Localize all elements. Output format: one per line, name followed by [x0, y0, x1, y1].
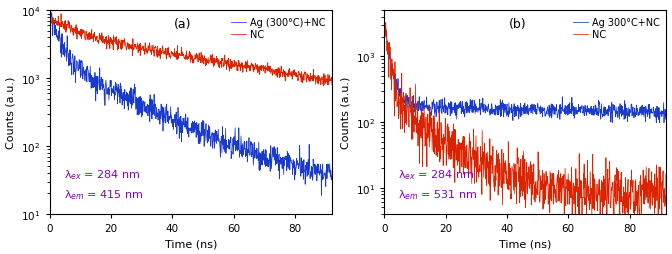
Ag 300°C+NC: [571, 114, 579, 117]
Ag 300°C+NC: [380, 20, 388, 23]
NC: [428, 117, 436, 120]
NC: [509, 169, 517, 172]
Ag 300°C+NC: [488, 105, 496, 108]
Ag (300°C)+NC: [154, 112, 162, 115]
Ag 300°C+NC: [428, 111, 436, 114]
NC: [328, 84, 336, 87]
Ag 300°C+NC: [480, 103, 488, 106]
NC: [146, 46, 154, 49]
Text: λ$_{em}$ = 415 nm: λ$_{em}$ = 415 nm: [64, 188, 143, 201]
NC: [174, 58, 182, 61]
Text: λ$_{ex}$ = 284 nm: λ$_{ex}$ = 284 nm: [64, 167, 140, 181]
NC: [380, 15, 388, 18]
NC: [488, 172, 496, 175]
Line: Ag (300°C)+NC: Ag (300°C)+NC: [50, 1, 332, 196]
Ag (300°C)+NC: [146, 121, 154, 124]
NC: [480, 152, 488, 155]
Text: (b): (b): [509, 18, 526, 30]
NC: [46, 19, 54, 22]
Legend: Ag 300°C+NC, NC: Ag 300°C+NC, NC: [571, 16, 661, 42]
NC: [57, 13, 65, 16]
Ag (300°C)+NC: [317, 194, 325, 197]
Text: λ$_{em}$ = 531 nm: λ$_{em}$ = 531 nm: [398, 188, 478, 201]
NC: [154, 57, 162, 60]
Text: λ$_{ex}$ = 284 nm: λ$_{ex}$ = 284 nm: [398, 167, 475, 181]
Ag 300°C+NC: [509, 109, 517, 113]
X-axis label: Time (ns): Time (ns): [499, 239, 552, 248]
Line: NC: NC: [50, 15, 332, 87]
Ag 300°C+NC: [653, 122, 661, 125]
Ag (300°C)+NC: [174, 125, 182, 128]
Line: NC: NC: [384, 17, 667, 238]
Ag (300°C)+NC: [237, 144, 245, 147]
NC: [237, 63, 245, 66]
Ag 300°C+NC: [585, 107, 593, 110]
NC: [571, 186, 579, 189]
NC: [663, 203, 671, 206]
NC: [93, 40, 101, 43]
NC: [585, 199, 593, 202]
NC: [251, 66, 259, 69]
X-axis label: Time (ns): Time (ns): [165, 239, 217, 248]
NC: [320, 85, 328, 88]
Line: Ag 300°C+NC: Ag 300°C+NC: [384, 21, 667, 123]
Ag (300°C)+NC: [328, 174, 336, 178]
NC: [616, 236, 624, 239]
Ag (300°C)+NC: [93, 76, 101, 80]
Ag (300°C)+NC: [46, 0, 54, 2]
Legend: Ag (300°C)+NC, NC: Ag (300°C)+NC, NC: [229, 16, 327, 42]
Y-axis label: Counts (a.u.): Counts (a.u.): [340, 77, 350, 149]
Ag 300°C+NC: [663, 113, 671, 116]
Y-axis label: Counts (a.u.): Counts (a.u.): [5, 77, 15, 149]
Ag (300°C)+NC: [46, 12, 54, 15]
Ag (300°C)+NC: [251, 157, 259, 160]
Text: (a): (a): [174, 18, 192, 30]
